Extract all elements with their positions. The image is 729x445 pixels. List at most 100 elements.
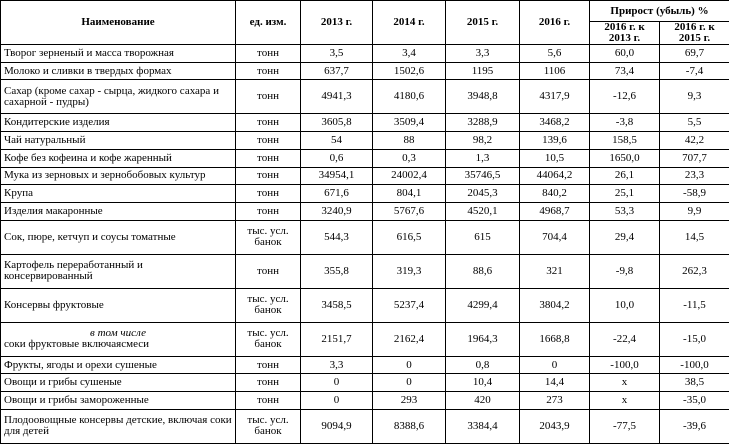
table-row: Сок, пюре, кетчуп и соусы томатные тыс. у… <box>0 219 729 255</box>
value-cell: 42,2 <box>659 131 729 150</box>
value-cell: -12,6 <box>589 79 660 115</box>
value-cell: 34954,1 <box>300 166 373 186</box>
row-name: Чай натуральный <box>0 131 236 150</box>
value-cell: 3,3 <box>300 355 373 375</box>
value-cell: -3,8 <box>589 113 660 133</box>
value-cell: 88,6 <box>445 253 520 289</box>
unit-cell: тонн <box>235 253 301 289</box>
table-row: Сахар (кроме сахар - сырца, жидкого саха… <box>0 79 729 115</box>
value-cell: 3,4 <box>372 44 446 63</box>
row-label: Изделия макаронные <box>4 204 103 217</box>
value-cell: 23,3 <box>659 166 729 186</box>
row-note: в том числе <box>90 327 146 340</box>
value-cell: 1964,3 <box>445 321 520 357</box>
unit-cell: тыс. усл. банок <box>235 287 301 323</box>
value-cell: 616,5 <box>372 219 446 255</box>
unit-cell: тонн <box>235 79 301 115</box>
value-cell: 139,6 <box>519 131 590 150</box>
value-cell: 10,4 <box>445 373 520 393</box>
row-label: Мука из зерновых и зернобобовых культур <box>4 169 206 182</box>
row-label: Фрукты, ягоды и орехи сушеные <box>4 358 157 371</box>
value-cell: 0,8 <box>445 355 520 375</box>
value-cell: 8388,6 <box>372 408 446 445</box>
row-name: Фрукты, ягоды и орехи сушеные <box>0 355 236 375</box>
table-row: Мука из зерновых и зернобобовых культур т… <box>0 166 729 186</box>
value-cell: -35,0 <box>659 391 729 410</box>
unit-cell: тыс. усл. банок <box>235 321 301 357</box>
value-cell: 0,6 <box>300 148 373 168</box>
value-cell: 44064,2 <box>519 166 590 186</box>
value-cell: 4520,1 <box>445 202 520 221</box>
value-cell: 1502,6 <box>372 61 446 81</box>
value-cell: 1,3 <box>445 148 520 168</box>
value-cell: -58,9 <box>659 184 729 204</box>
row-label: Кофе без кофеина и кофе жаренный <box>4 151 172 164</box>
value-cell: 5767,6 <box>372 202 446 221</box>
row-label: Картофель переработанный и консервирован… <box>4 259 143 283</box>
value-cell: 704,4 <box>519 219 590 255</box>
row-label: Консервы фруктовые <box>4 298 104 311</box>
value-cell: 0 <box>300 391 373 410</box>
row-label: Овощи и грибы сушеные <box>4 376 122 389</box>
row-label: Овощи и грибы замороженные <box>4 393 149 406</box>
header-cell: 2016 г. к 2015 г. <box>659 21 729 45</box>
table-row: Крупа тонн 671,6 804,1 2045,3 840,2 25,1 -58,9 <box>0 184 729 204</box>
row-label: Чай натуральный <box>4 134 86 146</box>
value-cell: 3384,4 <box>445 408 520 445</box>
table-row: Овощи и грибы замороженные тонн 0 293 420 273… <box>0 391 729 410</box>
row-name: Молоко и сливки в твердых формах <box>0 61 236 81</box>
row-name: Мука из зерновых и зернобобовых культур <box>0 166 236 186</box>
row-name: в том числе соки фруктовые включаясмеси <box>0 321 236 357</box>
row-name: Картофель переработанный и консервирован… <box>0 253 236 289</box>
table-row: Чай натуральный тонн 54 88 98,2 139,6 158,5 42,… <box>0 131 729 150</box>
row-name: Плодоовощные консервы детские, включая с… <box>0 408 236 445</box>
value-cell: 2162,4 <box>372 321 446 357</box>
unit-cell: тонн <box>235 184 301 204</box>
unit-cell: тонн <box>235 113 301 133</box>
unit-cell: тыс. усл. банок <box>235 219 301 255</box>
value-cell: 671,6 <box>300 184 373 204</box>
header-cell: 2015 г. <box>445 0 520 45</box>
value-cell: 53,3 <box>589 202 660 221</box>
header-cell: 2016 г. к 2013 г. <box>589 21 660 45</box>
table-row: Фрукты, ягоды и орехи сушеные тонн 3,3 0 0,8… <box>0 355 729 375</box>
value-cell: 4941,3 <box>300 79 373 115</box>
value-cell: 2043,9 <box>519 408 590 445</box>
unit-cell: тонн <box>235 148 301 168</box>
value-cell: 804,1 <box>372 184 446 204</box>
value-cell: 14,4 <box>519 373 590 393</box>
value-cell: -15,0 <box>659 321 729 357</box>
value-cell: 10,0 <box>589 287 660 323</box>
value-cell: -100,0 <box>659 355 729 375</box>
row-label: Крупа <box>4 187 33 200</box>
value-cell: 273 <box>519 391 590 410</box>
value-cell: 321 <box>519 253 590 289</box>
value-cell: 262,3 <box>659 253 729 289</box>
unit-cell: тонн <box>235 391 301 410</box>
value-cell: 38,5 <box>659 373 729 393</box>
header-row: Наименование ед. изм. 2013 г. 2014 г. 2015 г… <box>0 0 729 45</box>
value-cell: 615 <box>445 219 520 255</box>
value-cell: -9,8 <box>589 253 660 289</box>
value-cell: 637,7 <box>300 61 373 81</box>
table-row: Кондитерские изделия тонн 3605,8 3509,4 3288… <box>0 113 729 133</box>
value-cell: 293 <box>372 391 446 410</box>
value-cell: 319,3 <box>372 253 446 289</box>
value-cell: 73,4 <box>589 61 660 81</box>
value-cell: 3458,5 <box>300 287 373 323</box>
value-cell: 0 <box>519 355 590 375</box>
value-cell: 3288,9 <box>445 113 520 133</box>
value-cell: 9,9 <box>659 202 729 221</box>
value-cell: -7,4 <box>659 61 729 81</box>
value-cell: 3,3 <box>445 44 520 63</box>
value-cell: 420 <box>445 391 520 410</box>
value-cell: 10,5 <box>519 148 590 168</box>
value-cell: 2151,7 <box>300 321 373 357</box>
row-name: Кофе без кофеина и кофе жаренный <box>0 148 236 168</box>
value-cell: -11,5 <box>659 287 729 323</box>
value-cell: 4180,6 <box>372 79 446 115</box>
row-label: Сок, пюре, кетчуп и соусы томатные <box>4 230 176 243</box>
value-cell: 355,8 <box>300 253 373 289</box>
value-cell: 0,3 <box>372 148 446 168</box>
